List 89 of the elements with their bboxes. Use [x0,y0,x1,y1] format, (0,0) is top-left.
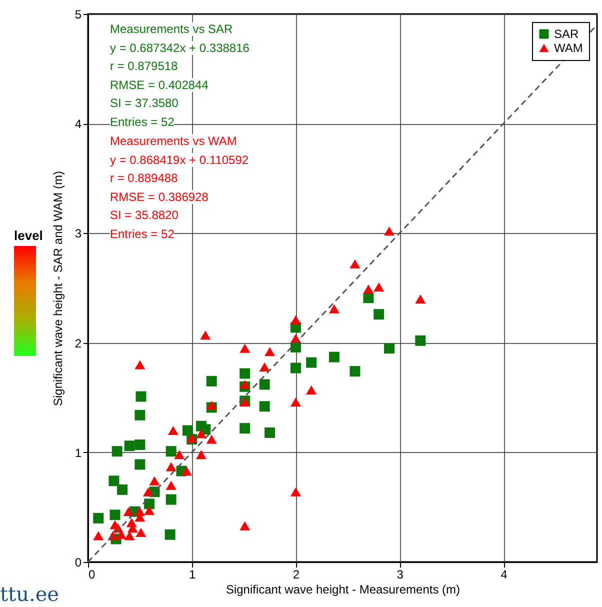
point [363,292,374,304]
point [181,466,192,476]
x-tick-label: 1 [189,568,196,582]
point [264,347,276,356]
point [374,282,384,292]
point [134,439,146,450]
point [108,476,120,486]
annotation: Measurements vs SAR [110,22,233,36]
point [306,357,317,368]
point [240,368,250,379]
point [124,440,135,452]
point [174,450,185,460]
point [264,427,276,438]
x-tick-label: 3 [396,568,404,582]
point [117,484,128,495]
point [328,352,340,362]
point [200,330,211,340]
point [259,362,270,372]
point [290,315,301,324]
x-tick-label: 4 [500,568,508,582]
point [168,426,178,436]
point [93,512,104,524]
point [240,344,250,353]
point [206,434,217,444]
y-tick-label: 3 [74,226,82,241]
point [196,429,206,438]
annotation: RMSE = 0.402844 [110,78,208,92]
text: level [14,228,43,243]
annotation: SI = 37.3580 [110,96,178,110]
point [350,366,360,377]
x-tick-label: 0 [88,568,96,582]
point [350,259,360,268]
y-tick-label: 2 [74,336,82,350]
point [206,400,217,410]
x-axis-title: Significant wave height - Measurements (m) [226,582,460,596]
point [384,343,394,354]
point [182,425,193,436]
point [93,531,104,540]
point [290,362,301,374]
point [134,410,146,420]
y-tick-label: 0 [74,556,82,570]
point [306,385,317,394]
point [290,397,301,407]
point [166,446,176,457]
point [134,360,146,370]
point [166,462,176,472]
annotation: y = 0.868419x + 0.110592 [110,152,249,166]
text: ttu.ee [0,582,59,606]
point [123,507,134,516]
point [415,294,426,304]
point [206,376,217,386]
point [240,521,250,530]
point [134,459,146,470]
annotation: Measurements vs WAM [110,134,237,148]
point [166,494,176,505]
legend-label: SAR [554,27,580,41]
y-axis-title: Significant wave height - SAR and WAM (m) [50,171,65,406]
y-tick-label: 1 [74,446,82,460]
y-tick-label: 5 [74,8,82,22]
annotation: y = 0.687342x + 0.338816 [110,40,250,54]
annotation: SI = 35.8820 [110,208,178,222]
point [240,423,250,434]
annotation: r = 0.879518 [110,59,178,73]
point [196,450,206,460]
annotation: r = 0.889488 [110,171,178,185]
y-tick-label: 4 [74,117,82,132]
point [164,529,176,540]
point [149,476,160,486]
point [328,304,340,314]
legend-label: WAM [554,41,583,55]
point [240,380,250,389]
point [374,309,384,320]
annotation: Entries = 52 [110,226,174,240]
point [166,480,176,490]
point [363,284,374,294]
point [136,528,146,537]
point [112,446,122,457]
point [136,391,146,402]
point [415,335,426,346]
point [144,506,155,516]
x-tick-label: 2 [292,568,300,582]
point [290,487,301,496]
point [259,401,270,412]
point [110,510,120,520]
annotation: Entries = 52 [110,114,174,128]
point [259,379,270,390]
point [384,226,394,236]
point [124,531,135,540]
annotation: RMSE = 0.386928 [110,190,208,204]
